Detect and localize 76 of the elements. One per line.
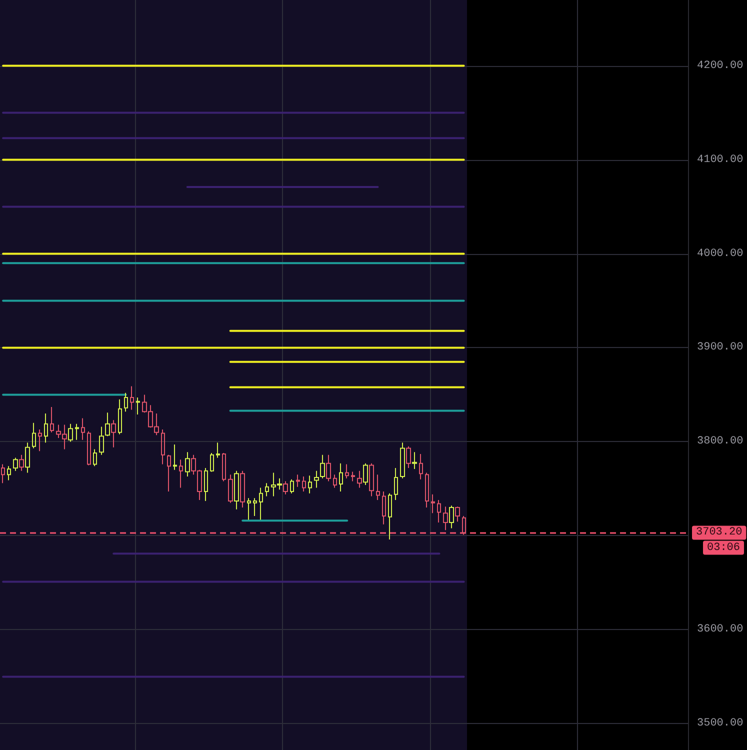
y-tick-label: 4000.00 [697,248,744,260]
candlestick [455,506,460,522]
y-tick-label: 4200.00 [697,60,744,72]
candlestick [437,500,441,524]
candlestick [302,476,306,492]
candlestick [449,505,454,529]
candlestick [25,442,30,474]
candlestick [204,468,208,502]
candlestick [320,454,325,479]
candlestick [124,392,128,412]
candlestick [1,464,5,484]
candlestick [185,452,190,478]
candlestick [50,406,54,433]
candlestick [351,471,355,482]
candlestick [38,429,42,452]
candlestick [68,423,73,442]
candlestick [290,478,294,494]
candlestick [412,452,417,470]
candlestick [400,442,405,479]
candlestick [253,498,257,516]
candlestick [259,487,263,520]
y-tick-label: 3600.00 [697,624,744,636]
candlestick [345,464,349,479]
candlestick [240,470,245,508]
candlestick [363,462,368,486]
candlestick [308,475,312,494]
candlestick [13,457,18,472]
candlestick [136,397,140,415]
candlestick [167,454,171,492]
candlestick [75,423,79,440]
candlestick [99,426,104,456]
candlestick [81,418,85,440]
candlestick [7,466,11,481]
candlestick [296,474,300,488]
candlestick [32,422,36,449]
candlestick [105,412,110,437]
candlestick [376,474,380,500]
candlestick [216,442,220,458]
candlestick [210,452,214,472]
candlestick [161,429,165,465]
candlestick [382,491,386,525]
candlestick [419,453,423,480]
candlestick [111,420,116,448]
candlestick [443,506,448,531]
candlestick [87,430,91,466]
candlestick [326,454,331,482]
candlestick [283,480,288,495]
candlestick [179,459,183,488]
candlestick [425,472,429,508]
candlestick [234,470,239,510]
candlestick [228,474,233,504]
candlestick [118,398,122,435]
ref-line-label: 3703.20 [696,526,742,539]
candlestick [369,462,374,497]
candlestick [130,386,134,410]
y-tick-label: 3900.00 [697,342,744,354]
candlestick [357,470,362,488]
y-tick-label: 4100.00 [697,154,744,166]
candlestick [93,448,97,467]
candlestick [462,515,466,536]
candlestick [247,498,251,520]
y-tick-label: 3500.00 [697,718,744,730]
candlestick [388,492,392,540]
candlestick [431,494,435,514]
candlestick [173,444,177,470]
y-tick-label: 3800.00 [697,436,744,448]
candlestick [333,474,337,488]
candlestick [19,454,24,472]
candlestick [222,452,226,482]
candlestick [406,446,411,469]
candlestick [339,462,343,492]
candlestick [44,413,48,444]
candlestick [394,468,398,500]
candlestick [314,470,319,488]
text: 03:06 [707,542,740,554]
candlestick [265,482,269,497]
